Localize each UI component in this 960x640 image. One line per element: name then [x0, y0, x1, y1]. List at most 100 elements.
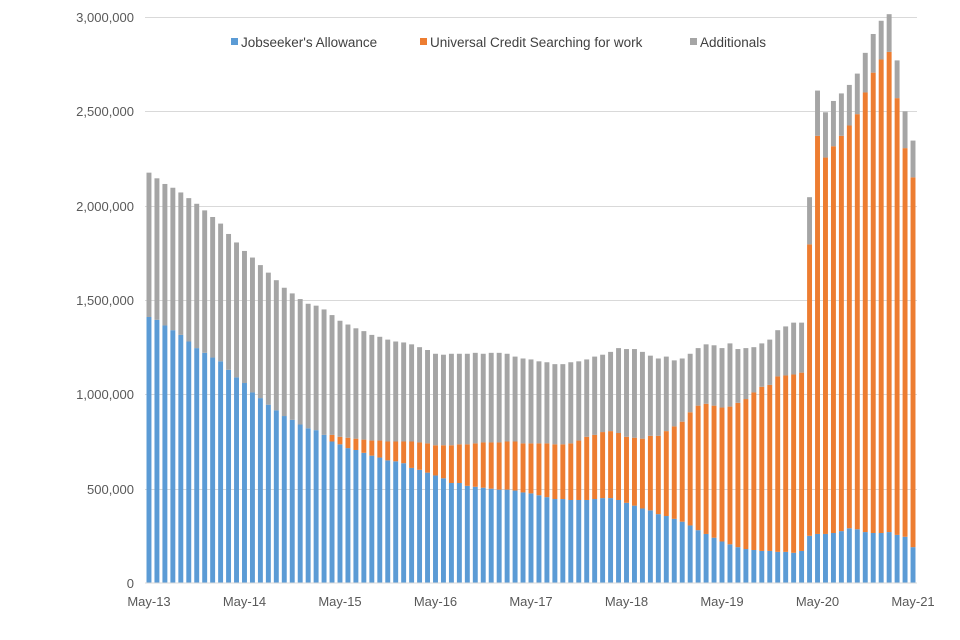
bar-segment [297, 424, 303, 583]
bar-segment [464, 444, 470, 486]
bar-segment [671, 518, 677, 583]
x-tick-label: May-15 [318, 594, 361, 609]
bar-segment [703, 403, 709, 534]
bar-segment [639, 351, 645, 439]
bar-segment [608, 351, 614, 432]
bar-segment [456, 353, 462, 445]
legend-label: Universal Credit Searching for work [430, 35, 643, 50]
bar-segment [799, 372, 805, 551]
bar-segment [313, 430, 319, 583]
bar-segment [807, 535, 813, 583]
bar-segment [823, 112, 828, 158]
bar-segment [249, 392, 255, 583]
x-tick-label: May-14 [223, 594, 266, 609]
legend-swatch [231, 38, 238, 45]
bar-segment [234, 242, 239, 378]
bar-segment [417, 442, 423, 470]
bar-segment [504, 353, 510, 442]
bar-segment [902, 536, 908, 583]
bar-segment [568, 362, 574, 444]
bar-segment [846, 84, 852, 126]
bar-segment [902, 148, 908, 537]
x-tick-label: May-21 [891, 594, 934, 609]
bar-segment [202, 352, 208, 583]
y-tick-label: 1,000,000 [76, 387, 134, 402]
bar-segment [870, 533, 876, 583]
bar-segment [162, 183, 168, 326]
bar-segment [305, 428, 311, 583]
bar-segment [727, 406, 733, 545]
legend-item: Universal Credit Searching for work [420, 35, 643, 50]
bar-segment [878, 533, 884, 583]
bar-segment [751, 549, 757, 583]
bar-segment [767, 384, 773, 551]
y-tick-label: 3,000,000 [76, 10, 134, 25]
bar-segment [321, 434, 327, 583]
bar-segment [632, 349, 637, 438]
series-jobseeker-s-allowance [146, 316, 916, 583]
bar-segment [528, 443, 534, 494]
bar-segment [281, 287, 287, 417]
bar-segment [544, 497, 550, 583]
bar-segment [775, 376, 781, 552]
bar-segment [799, 322, 805, 373]
bar-segment [234, 377, 239, 583]
bar-segment [552, 444, 558, 500]
bar-segment [592, 499, 598, 583]
bar-segment [830, 100, 836, 147]
bar-segment [520, 358, 526, 444]
bar-segment [655, 514, 661, 583]
bar-segment [544, 362, 550, 444]
bar-segment [735, 547, 741, 583]
bar-segment [265, 404, 271, 583]
bar-segment [823, 157, 828, 534]
bar-segment [783, 375, 789, 552]
bar-segment [830, 146, 836, 534]
bar-segment [711, 345, 717, 406]
bar-segment [186, 198, 192, 342]
bar-segment [146, 172, 152, 317]
bar-segment [433, 445, 438, 476]
bar-segment [440, 445, 446, 479]
legend-swatch [690, 38, 697, 45]
bar-segment [600, 354, 606, 433]
bar-segment [194, 203, 200, 349]
bar-segment [377, 457, 383, 583]
bar-segment [385, 460, 391, 583]
bar-segment [345, 448, 351, 583]
bar-segment [600, 498, 606, 583]
bar-segment [910, 140, 916, 178]
bar-segment [496, 442, 502, 490]
bar-segment [146, 316, 152, 583]
bar-segment [838, 93, 844, 136]
bar-segment [154, 178, 160, 320]
bar-segment [616, 348, 622, 434]
bar-segment [624, 502, 629, 583]
bar-segment [655, 358, 661, 436]
bar-segment [377, 440, 383, 458]
bar-segment [624, 436, 629, 503]
bar-segment [663, 516, 669, 583]
bar-segment [735, 402, 741, 548]
bar-segment [775, 551, 781, 583]
bar-segment [616, 499, 622, 583]
bar-segment [719, 541, 725, 583]
bar-segment [846, 125, 852, 529]
bar-segment [425, 472, 430, 583]
bar-segment [807, 244, 813, 536]
x-tick-label: May-17 [509, 594, 552, 609]
bar-segment [910, 547, 916, 583]
bar-segment [480, 442, 486, 488]
bar-segment [576, 361, 582, 441]
bar-segment [584, 436, 590, 500]
bar-segment [838, 135, 844, 532]
y-tick-label: 2,500,000 [76, 104, 134, 119]
bar-segment [456, 444, 462, 484]
bar-segment [663, 356, 669, 432]
bar-segment [711, 537, 717, 583]
bar-segment [647, 435, 653, 511]
bar-segment [456, 483, 462, 583]
bar-segment [703, 344, 709, 404]
bar-segment [735, 349, 741, 403]
bar-segment [584, 499, 590, 583]
